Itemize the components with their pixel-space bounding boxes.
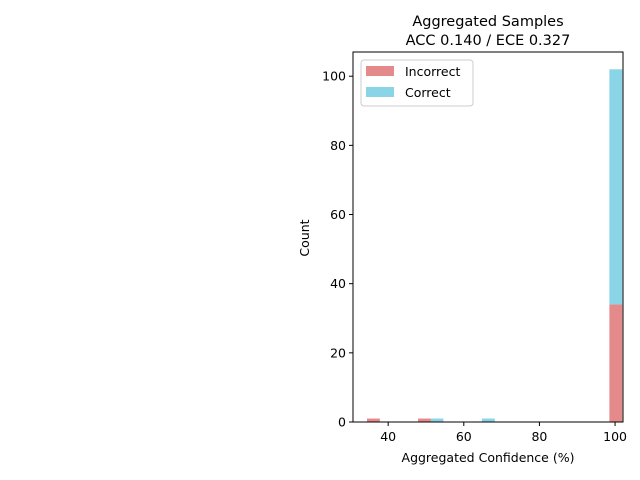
bar-correct-bin-2 <box>430 418 444 422</box>
plot-frame <box>352 51 624 423</box>
x-tick-label-80: 80 <box>531 429 547 444</box>
y-tick-label-40: 40 <box>330 276 346 291</box>
bar-correct-bin-4 <box>609 69 623 305</box>
bar-incorrect-bin-1 <box>418 418 431 422</box>
bars-layer <box>366 69 623 422</box>
chart-title-line-2: ACC 0.140 / ECE 0.327 <box>406 33 571 49</box>
y-tick-label-80: 80 <box>330 138 346 153</box>
legend: Incorrect Correct <box>360 59 474 107</box>
legend-swatch-incorrect <box>366 66 394 76</box>
x-tick-label-100: 100 <box>603 429 627 444</box>
x-tick-label-40: 40 <box>380 429 396 444</box>
chart-title-line-1: Aggregated Samples <box>412 14 563 30</box>
bar-correct-bin-3 <box>481 418 495 422</box>
y-axis-label: Count <box>297 219 312 256</box>
y-tick-label-60: 60 <box>330 207 346 222</box>
bar-incorrect-bin-4 <box>609 304 623 422</box>
y-tick-label-0: 0 <box>338 415 346 430</box>
x-axis-label: Aggregated Confidence (%) <box>402 450 575 465</box>
legend-swatch-correct <box>366 87 394 97</box>
legend-label-incorrect: Incorrect <box>405 64 460 79</box>
y-tick-label-100: 100 <box>322 69 346 84</box>
y-tick-label-20: 20 <box>330 345 346 360</box>
legend-label-correct: Correct <box>405 85 451 100</box>
bar-incorrect-bin-0 <box>366 418 380 422</box>
axes-layer: 40 60 80 100 0 20 40 60 80 100 <box>322 51 627 444</box>
x-tick-label-60: 60 <box>456 429 472 444</box>
